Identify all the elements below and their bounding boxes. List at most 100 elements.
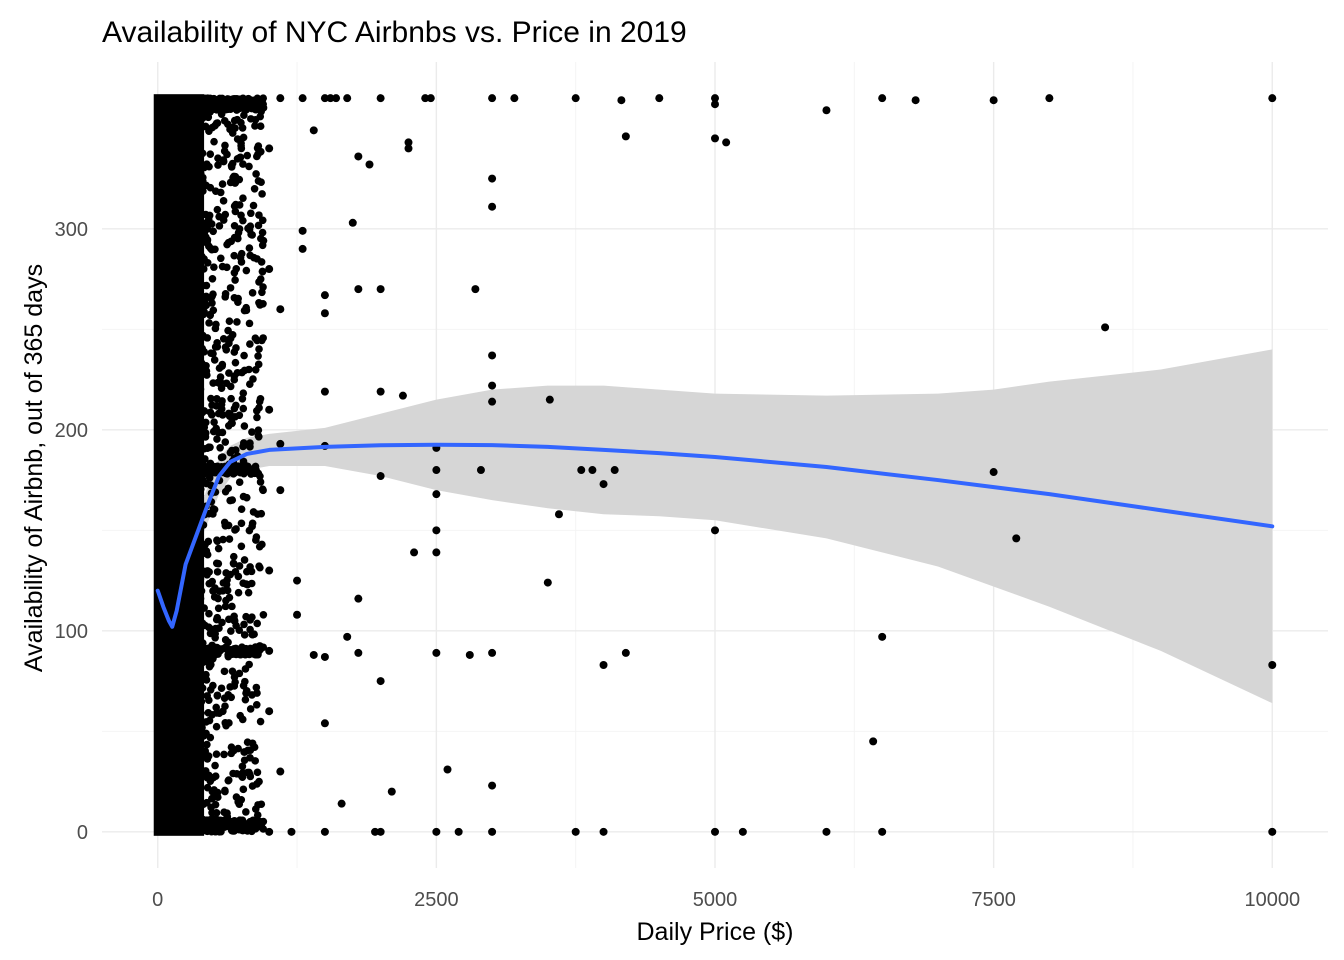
data-point <box>239 457 248 466</box>
data-point <box>243 738 252 747</box>
data-point <box>259 486 267 495</box>
data-point <box>621 648 630 657</box>
data-point <box>869 737 878 746</box>
data-point <box>202 718 210 726</box>
data-point <box>232 793 241 801</box>
data-point <box>488 351 497 360</box>
data-point <box>210 786 218 794</box>
data-point <box>239 389 248 397</box>
x-tick-label: 0 <box>152 889 163 911</box>
data-point <box>236 650 245 659</box>
data-point <box>206 733 215 742</box>
data-point <box>194 733 203 742</box>
data-point <box>711 94 719 103</box>
data-point <box>244 588 253 597</box>
data-point <box>248 782 257 790</box>
data-point <box>195 295 203 304</box>
data-point <box>195 621 204 630</box>
x-axis-title: Daily Price ($) <box>637 918 794 946</box>
data-point <box>216 188 225 197</box>
data-point <box>1268 660 1277 669</box>
data-point <box>205 319 213 327</box>
data-point <box>193 462 202 470</box>
data-point <box>255 397 264 406</box>
data-point <box>454 827 463 836</box>
data-point <box>238 762 247 771</box>
data-point <box>227 749 236 758</box>
data-point <box>254 469 263 478</box>
data-point <box>276 439 285 448</box>
y-tick-label: 300 <box>55 219 88 241</box>
data-point <box>207 660 215 669</box>
data-point <box>224 651 232 659</box>
data-point <box>201 122 210 131</box>
data-point <box>207 349 215 358</box>
data-point <box>249 201 258 210</box>
data-point <box>196 385 205 394</box>
data-point <box>207 294 215 303</box>
data-point <box>202 367 211 375</box>
data-point <box>257 178 265 187</box>
data-point <box>193 132 201 140</box>
data-point <box>195 699 204 708</box>
data-point <box>209 681 217 690</box>
data-point <box>235 201 244 209</box>
data-point <box>258 540 266 549</box>
data-point <box>276 486 285 495</box>
data-point <box>251 462 260 471</box>
data-point <box>298 244 307 253</box>
data-point <box>240 351 248 360</box>
data-point <box>212 709 221 717</box>
data-point <box>252 170 260 178</box>
data-point <box>192 825 201 833</box>
data-point <box>326 94 335 103</box>
data-point <box>320 309 329 318</box>
data-point <box>194 318 203 327</box>
data-point <box>320 827 329 836</box>
data-point <box>376 677 385 686</box>
data-point <box>226 382 235 391</box>
data-point <box>206 150 215 159</box>
data-point <box>246 251 254 260</box>
data-point <box>309 126 318 135</box>
data-point <box>510 94 519 103</box>
data-point <box>1268 827 1277 836</box>
data-point <box>223 150 231 159</box>
data-point <box>201 621 209 630</box>
data-point <box>233 318 241 326</box>
data-point <box>213 435 221 443</box>
data-point <box>240 556 249 564</box>
data-point <box>239 194 247 202</box>
data-point <box>237 542 246 551</box>
data-point <box>320 719 329 728</box>
data-point <box>225 535 234 543</box>
data-point <box>245 319 254 328</box>
data-point <box>256 717 265 726</box>
data-point <box>194 608 202 616</box>
data-point <box>265 405 274 414</box>
data-point <box>192 153 201 161</box>
data-point <box>376 472 385 481</box>
data-point <box>655 94 664 103</box>
data-point <box>202 798 211 807</box>
data-point <box>238 124 247 132</box>
data-point <box>239 785 248 794</box>
data-point <box>354 152 363 161</box>
data-point <box>577 466 586 475</box>
data-point <box>222 346 231 354</box>
data-point <box>878 827 887 836</box>
data-point <box>221 141 229 150</box>
data-point <box>227 394 235 403</box>
data-point <box>219 157 228 166</box>
data-point <box>209 227 217 236</box>
data-point <box>230 826 238 834</box>
data-point <box>212 722 221 731</box>
data-point <box>878 632 887 641</box>
data-point <box>248 428 256 436</box>
data-point <box>237 249 246 258</box>
data-point <box>465 650 474 659</box>
data-point <box>194 683 203 691</box>
data-point <box>222 580 231 589</box>
data-point <box>246 625 254 634</box>
